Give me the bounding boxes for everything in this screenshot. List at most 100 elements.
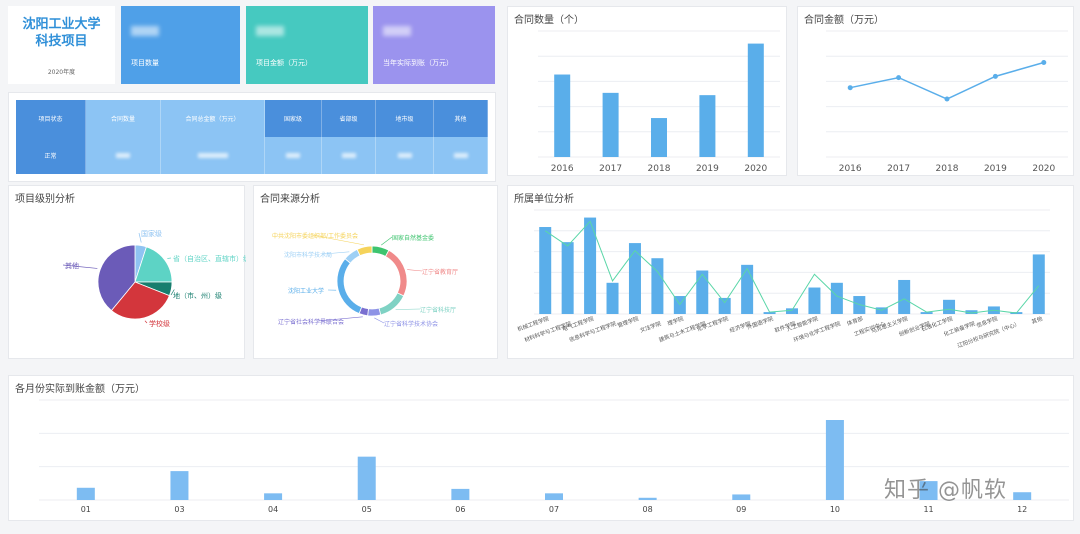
contract-amount-chart: 2016 2017 2018 2019 2020	[826, 30, 1068, 174]
slice-label: 辽宁省科学技术协会	[384, 320, 438, 328]
slice-label: 辽宁省科技厅	[420, 306, 456, 314]
bar	[606, 282, 619, 314]
source-analysis-panel: 合同来源分析 国家自然基金委 辽宁省教育厅 辽宁省科技厅 辽宁省科学技术协会 辽宁省社会…	[253, 185, 498, 359]
table-cell	[86, 137, 161, 174]
x-tick-label: 2016	[551, 164, 574, 174]
data-point	[1041, 60, 1047, 65]
kpi-value-blurred	[256, 26, 284, 36]
data-point	[944, 96, 950, 102]
kpi-label: 项目金额（万元）	[256, 59, 312, 67]
series-line	[850, 61, 1045, 100]
bar	[1032, 254, 1045, 314]
pie-slice	[110, 281, 170, 320]
label-leader	[381, 236, 393, 246]
kpi-card-project-count[interactable]: 项目数量	[121, 6, 240, 84]
bar	[451, 488, 470, 500]
bar	[786, 308, 798, 314]
x-tick-label: 2020	[744, 164, 767, 174]
bar	[545, 493, 563, 500]
pie-slice	[97, 244, 136, 312]
data-point	[896, 75, 902, 81]
slice-label: 中共沈阳市委组织部/工作委员会	[272, 232, 358, 240]
x-tick-label: 2020	[1032, 164, 1055, 174]
x-tick-label: 2019	[696, 164, 719, 174]
x-tick-label: 2017	[887, 164, 910, 174]
data-point	[992, 73, 998, 79]
donut-slice	[336, 258, 363, 315]
label-leader	[311, 234, 364, 246]
bar	[825, 420, 844, 500]
slice-label: 其他	[65, 261, 79, 270]
kpi-card-project-amount[interactable]: 项目金额（万元）	[246, 6, 368, 84]
table-cell	[322, 137, 376, 174]
bar	[898, 279, 911, 314]
status-table: 项目状态 合同数量 合同总金额（万元） 国家级 省部级 地市级 其他 正常	[16, 100, 488, 174]
monthly-title: 各月份实际到账金额（万元）	[15, 384, 145, 395]
x-tick-label: 05	[362, 505, 372, 514]
page-title: 沈阳工业大学 科技项目	[8, 16, 115, 50]
donut-slice	[384, 249, 408, 297]
title-year: 2020年度	[47, 69, 76, 76]
kpi-value-blurred	[131, 26, 159, 36]
bar	[965, 310, 978, 314]
level-analysis-panel: 项目级别分析 国家级 省（自治区、直辖市）级 地（市、州）级 学校级 其他	[8, 185, 246, 359]
bar	[920, 312, 933, 314]
table-header-national: 国家级	[265, 100, 322, 137]
watermark: 知乎 @帆软	[884, 478, 1007, 503]
unit-analysis-title: 所属单位分析	[514, 194, 574, 205]
slice-label: 学校级	[149, 319, 170, 328]
bar	[1013, 492, 1032, 500]
slice-label: 地（市、州）级	[173, 291, 222, 300]
x-tick-label: 04	[268, 505, 278, 514]
level-analysis-title: 项目级别分析	[15, 194, 75, 205]
contract-count-panel: 合同数量（个） 2016 2017 2018 2019 2020	[507, 6, 787, 176]
label-leader	[170, 289, 175, 296]
x-tick-label: 2018	[936, 164, 959, 174]
x-tick-label: 体育部	[846, 314, 865, 327]
x-tick-label: 11	[923, 505, 933, 514]
label-leader	[374, 317, 385, 324]
bar	[602, 92, 619, 157]
label-leader	[138, 232, 142, 243]
bar	[584, 217, 597, 314]
table-cell	[265, 137, 322, 174]
x-tick-label: 2019	[984, 164, 1007, 174]
kpi-label: 当年实际到账（万元）	[383, 59, 453, 67]
kpi-card-actual-received[interactable]: 当年实际到账（万元）	[373, 6, 495, 84]
kpi-label: 项目数量	[131, 59, 159, 67]
contract-amount-title: 合同金额（万元）	[804, 15, 884, 26]
label-leader	[317, 316, 363, 322]
x-tick-label: 2016	[839, 164, 862, 174]
donut-slice	[378, 292, 405, 316]
bar	[763, 312, 776, 314]
bar	[747, 43, 764, 157]
monthly-panel: 各月份实际到账金额（万元） 01 03 04 05 06 07 08 09 10 11 12	[8, 375, 1074, 521]
x-tick-label: 03	[174, 505, 184, 514]
table-header-provincial: 省部级	[322, 100, 376, 137]
bar	[651, 118, 667, 157]
bar	[264, 493, 283, 500]
x-tick-label: 管理学院	[616, 314, 640, 329]
table-header-count: 合同数量	[86, 100, 161, 137]
table-header-status: 项目状态	[16, 100, 86, 137]
title-line1: 沈阳工业大学	[22, 17, 101, 32]
slice-label: 辽宁省社会科学界联合会	[278, 318, 344, 326]
table-header-city: 地市级	[376, 100, 434, 137]
source-donut-chart: 国家自然基金委辽宁省教育厅辽宁省科技厅辽宁省科学技术协会辽宁省社会科学界联合会沈…	[272, 232, 458, 328]
data-point	[847, 85, 853, 91]
bar	[718, 297, 731, 314]
source-analysis-title: 合同来源分析	[260, 194, 320, 205]
bar	[732, 494, 751, 500]
contract-count-chart: 2016 2017 2018 2019 2020	[538, 30, 780, 174]
table-row-label: 正常	[16, 137, 86, 174]
x-tick-label: 07	[549, 505, 559, 514]
bar	[919, 481, 938, 500]
label-leader	[323, 251, 350, 255]
label-leader	[144, 320, 148, 324]
table-cell	[376, 137, 434, 174]
bar	[808, 287, 821, 314]
x-tick-label: 10	[830, 505, 840, 514]
x-tick-label: 09	[736, 505, 746, 514]
